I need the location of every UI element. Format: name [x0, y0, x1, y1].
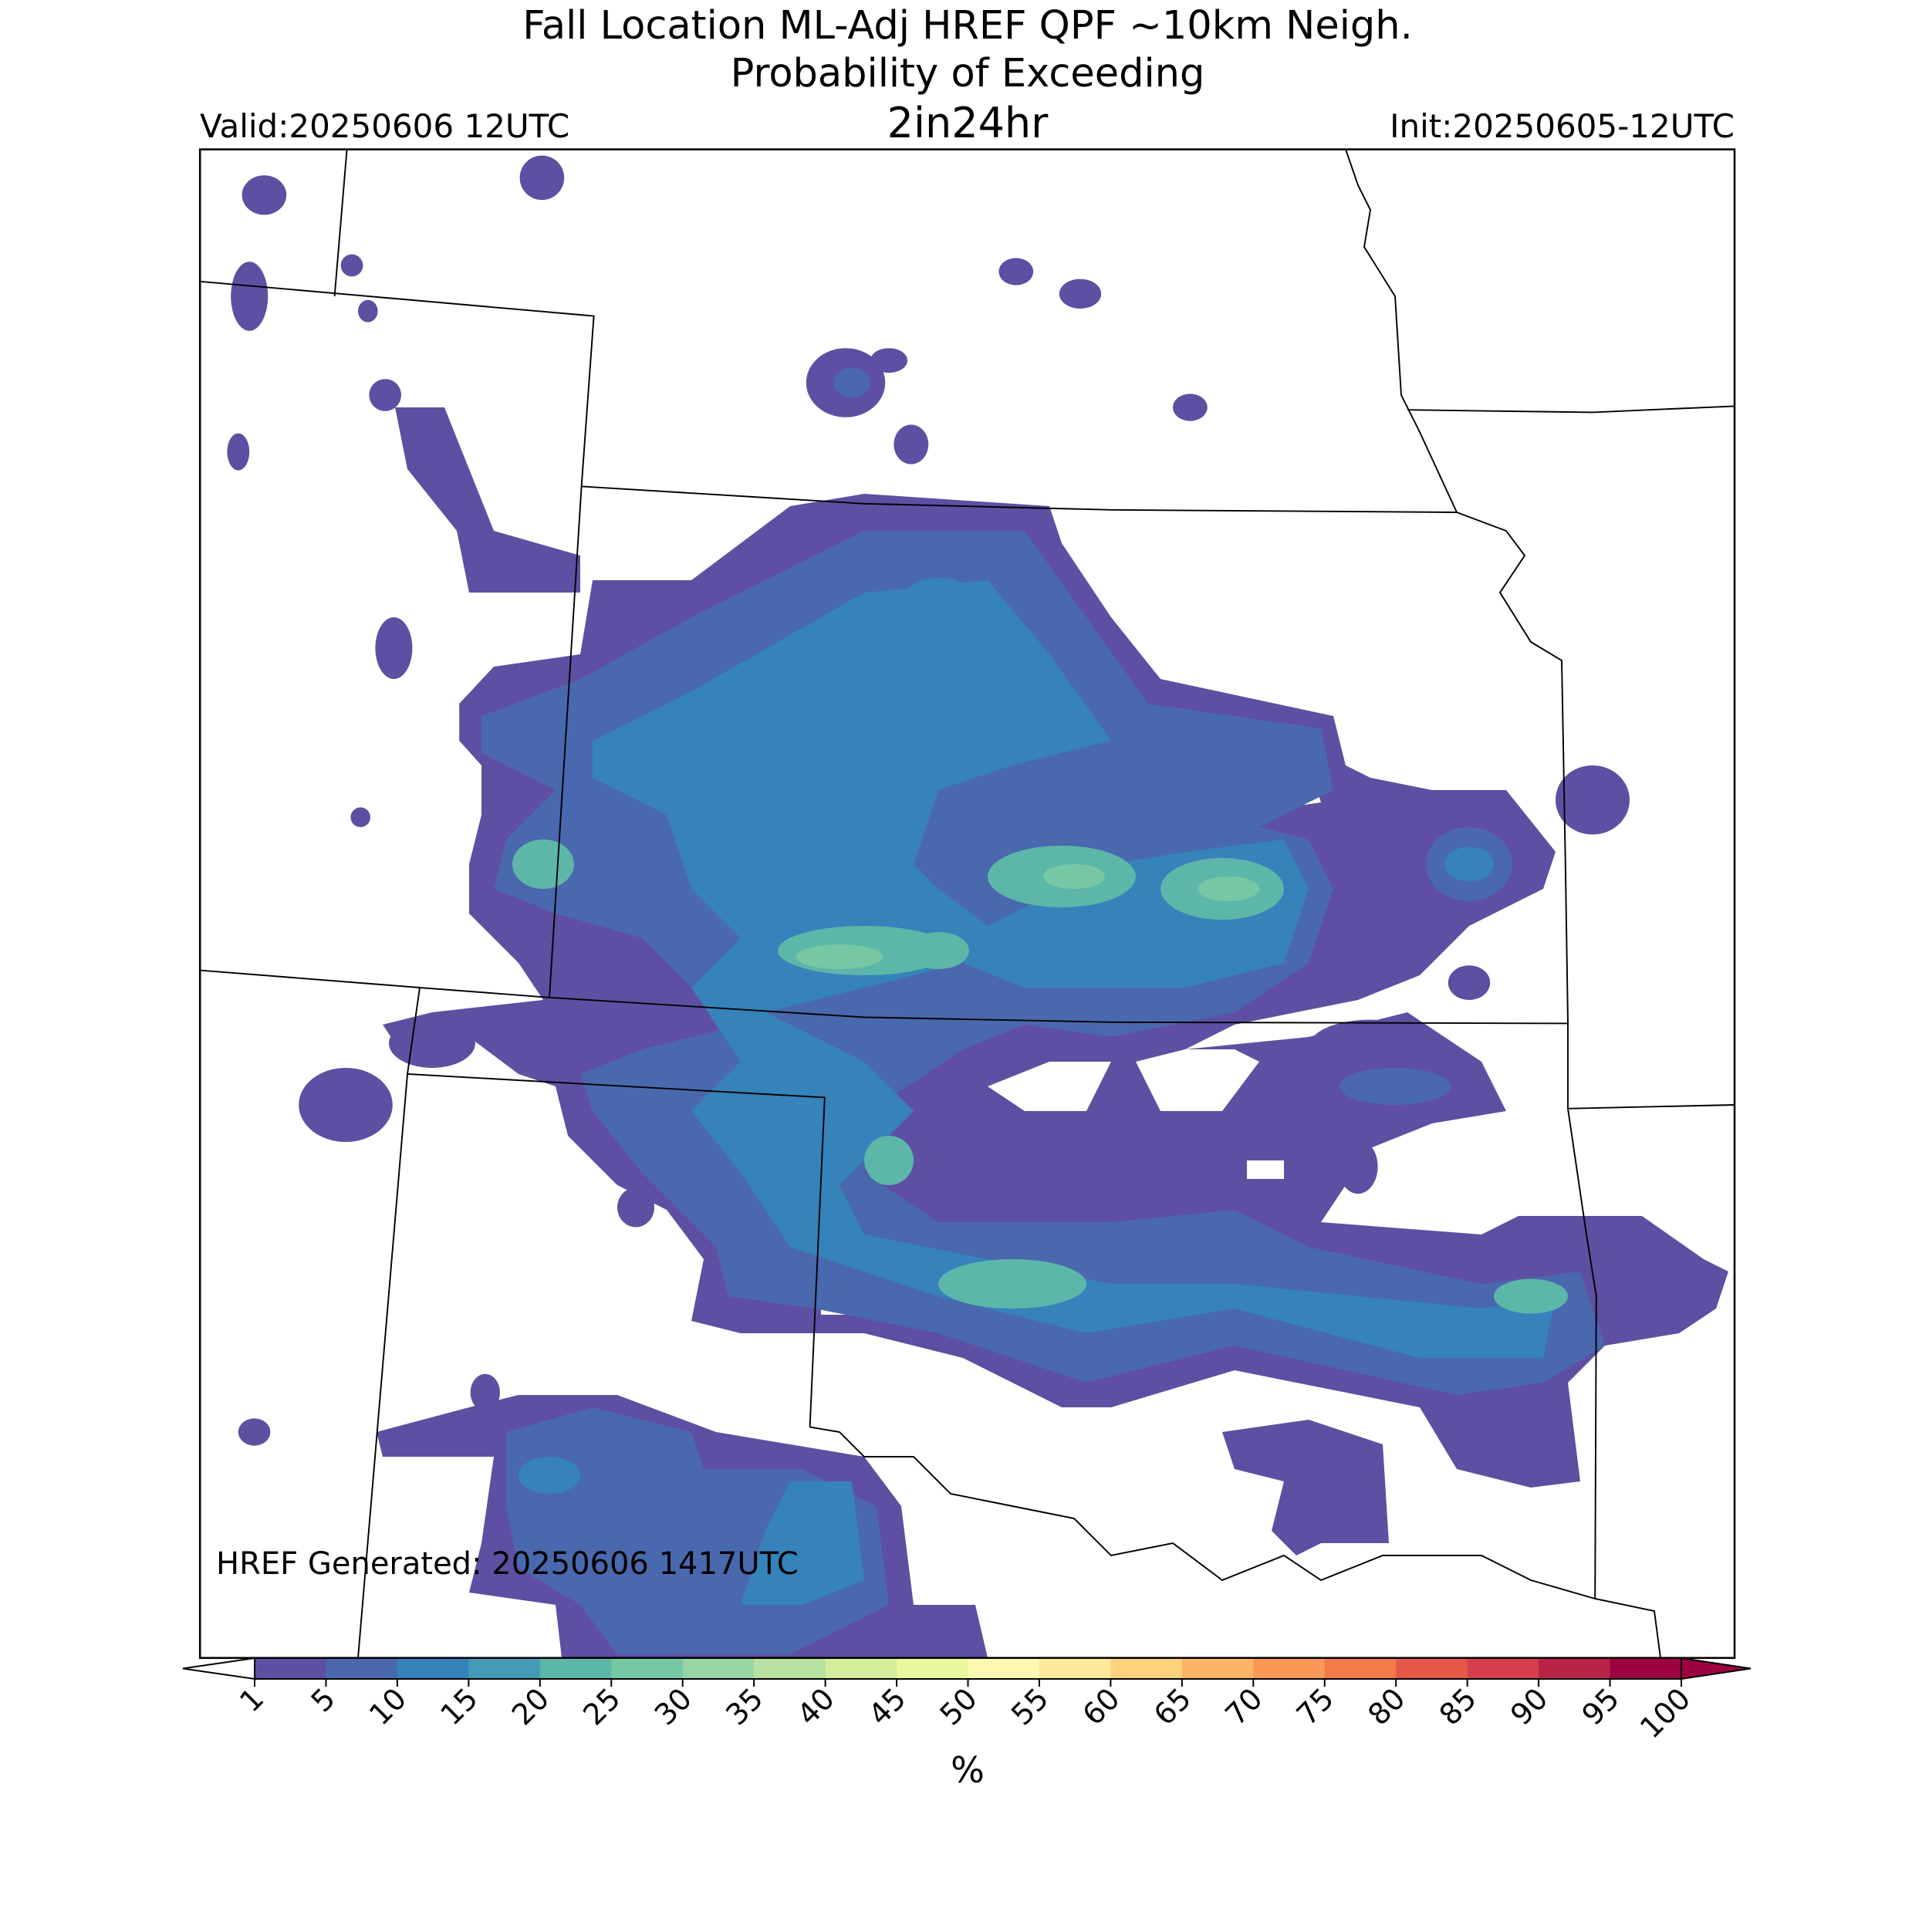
colorbar-bin — [1539, 1658, 1611, 1679]
colorbar-bin — [1181, 1658, 1254, 1679]
colorbar-bin — [1253, 1658, 1326, 1679]
colorbar-bin — [897, 1658, 968, 1679]
colorbar-bin — [539, 1658, 612, 1679]
colorbar-tick-label: 10 — [363, 1681, 413, 1731]
colorbar-bin — [1396, 1658, 1468, 1679]
colorbar-tick-label: 40 — [791, 1681, 841, 1731]
colorbar-bin — [255, 1658, 326, 1679]
colorbar-tick-label: 90 — [1504, 1681, 1554, 1731]
colorbar-under — [182, 1657, 255, 1680]
colorbar-bin — [1110, 1658, 1183, 1679]
colorbar-bin — [825, 1658, 897, 1679]
colorbar-tick-label: 45 — [862, 1681, 912, 1731]
colorbar-bin — [1467, 1658, 1539, 1679]
colorbar-tick-label: 20 — [505, 1681, 556, 1731]
valid-time: Valid:20250606 12UTC — [200, 107, 569, 145]
generated-note: HREF Generated: 20250606 1417UTC — [216, 1546, 799, 1582]
prob-10-15 — [519, 577, 1556, 1605]
colorbar-tick-label: 95 — [1576, 1681, 1626, 1731]
colorbar-tick-label: 1 — [233, 1681, 270, 1718]
colorbar-bin — [397, 1658, 469, 1679]
colorbar-tick-label: 50 — [934, 1681, 984, 1731]
colorbar-bin — [326, 1658, 398, 1679]
colorbar-bin — [1324, 1658, 1397, 1679]
colorbar-tick-label: 25 — [576, 1681, 627, 1731]
init-time: Init:20250605-12UTC — [1390, 107, 1735, 145]
colorbar-tick-label: 35 — [719, 1681, 769, 1731]
colorbar-bin — [968, 1658, 1040, 1679]
colorbar-bin — [611, 1658, 684, 1679]
subtitle: 2in24hr — [887, 99, 1049, 147]
colorbar-tick-label: 70 — [1218, 1681, 1269, 1731]
colorbar: 1 5 10 15 20 25 30 35 40 45 50 55 60 65 70 75 80 85 90 95 10… — [182, 1657, 1752, 1745]
state-borders — [200, 149, 1735, 1658]
colorbar-bin — [1610, 1658, 1682, 1679]
colorbar-tick-label: 5 — [305, 1681, 342, 1718]
title-line: Probability of Exceeding — [731, 51, 1205, 96]
map — [198, 148, 1736, 1660]
colorbar-bin — [754, 1658, 826, 1679]
colorbar-tick-label: 100 — [1633, 1681, 1697, 1745]
title-line: Fall Location ML-Adj HREF QPF ~10km Neig… — [522, 3, 1413, 49]
colorbar-tick-label: 30 — [648, 1681, 698, 1731]
colorbar-tick-label: 85 — [1433, 1681, 1483, 1731]
colorbar-label: % — [951, 1749, 985, 1791]
probability-field — [227, 155, 1728, 1658]
colorbar-over — [1681, 1657, 1752, 1680]
colorbar-tick-label: 60 — [1076, 1681, 1126, 1731]
colorbar-tick-label: 55 — [1005, 1681, 1055, 1731]
colorbar-tick-label: 65 — [1147, 1681, 1198, 1731]
colorbar-bin — [682, 1658, 755, 1679]
colorbar-tick-label: 80 — [1361, 1681, 1411, 1731]
colorbar-tick-label: 75 — [1290, 1681, 1340, 1731]
colorbar-bin — [468, 1658, 541, 1679]
colorbar-tick-label: 15 — [434, 1681, 484, 1731]
prob-25-30 — [796, 864, 1259, 969]
colorbar-bin — [1039, 1658, 1111, 1679]
